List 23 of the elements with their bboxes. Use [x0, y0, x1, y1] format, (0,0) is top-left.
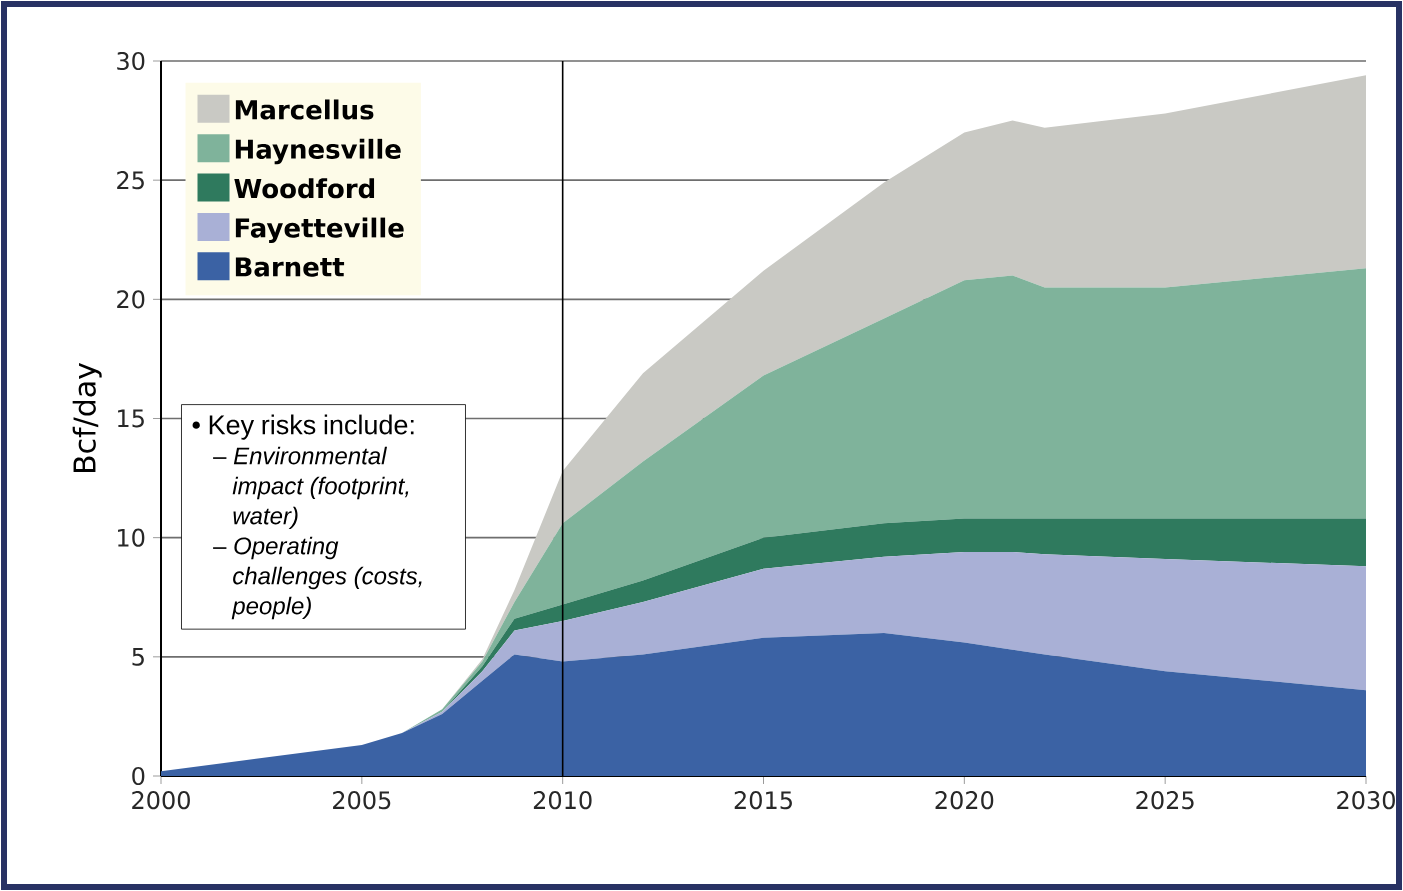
- y-tick-label: 10: [118, 528, 145, 547]
- legend-label: Haynesville: [235, 138, 401, 165]
- y-tick-label: 15: [118, 409, 144, 428]
- x-tick-label: 2030: [1337, 791, 1395, 810]
- y-tick-label: 30: [117, 51, 145, 71]
- annotation: • Key risks include:: [192, 414, 414, 440]
- x-tick-label: 2000: [132, 791, 190, 810]
- x-tick-label: 2010: [533, 791, 592, 810]
- annotation: – Operating challenges (costs, people): [213, 536, 422, 620]
- legend-label: Barnett: [235, 257, 345, 277]
- x-tick-label: 2025: [1136, 791, 1194, 810]
- x-tick-label: 2015: [734, 791, 792, 810]
- y-tick-label: 5: [132, 647, 144, 666]
- annotation: – Environmental impact (footprint, water): [213, 446, 409, 530]
- legend-label: Fayetteville: [235, 217, 404, 243]
- x-tick-label: 2020: [935, 791, 994, 810]
- y-tick-label: 20: [117, 290, 145, 309]
- y-tick-label: 25: [117, 171, 144, 190]
- legend-label: Woodford: [234, 178, 375, 199]
- y-axis-title: Bcf/day: [72, 362, 102, 473]
- y-tick-label: 0: [132, 766, 145, 786]
- legend-label: Marcellus: [235, 99, 374, 120]
- x-tick-label: 2005: [333, 791, 391, 810]
